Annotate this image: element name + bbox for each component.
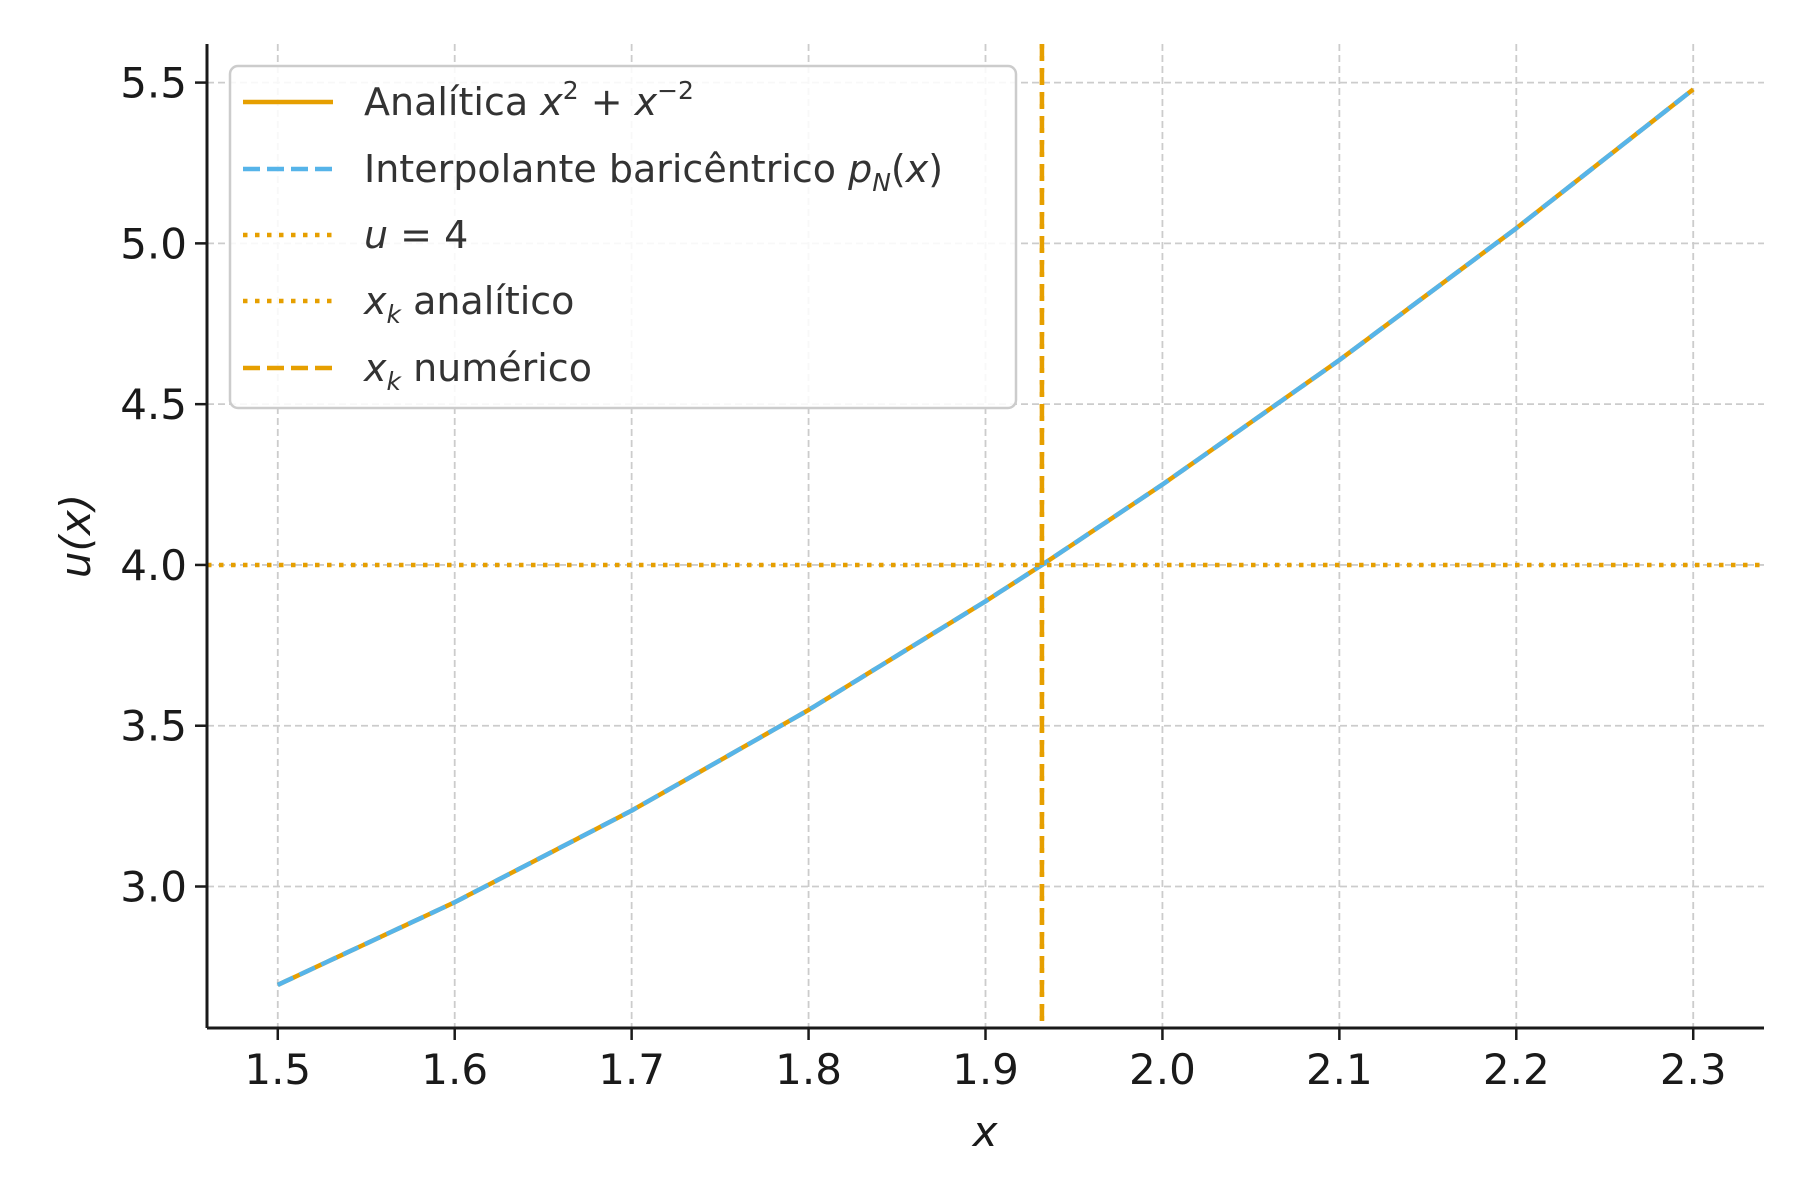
- x-tick-label: 1.7: [598, 1045, 665, 1094]
- legend-suffix-xk-analitico: analítico: [401, 279, 574, 323]
- legend-suffix-xk-numerico: numérico: [401, 346, 592, 390]
- x-tick-label: 1.9: [952, 1045, 1019, 1094]
- y-axis-label: u(x): [51, 494, 100, 578]
- y-tick-label: 4.5: [120, 380, 187, 429]
- x-tick-label: 1.8: [775, 1045, 842, 1094]
- y-tick-label: 3.0: [120, 863, 187, 912]
- legend-frame: [228, 64, 1018, 410]
- axes: [195, 44, 1764, 1040]
- series-layer: [207, 44, 1764, 1028]
- x-tick-label: 2.3: [1660, 1045, 1727, 1094]
- y-tick-label: 5.5: [120, 59, 187, 108]
- y-tick-label: 4.0: [120, 541, 187, 590]
- y-tick-label: 5.0: [120, 219, 187, 268]
- legend-label-xk-analitico: xk analítico: [363, 279, 574, 329]
- x-axis-label: x: [971, 1107, 999, 1156]
- series-line-1: [276, 87, 1695, 987]
- tick-labels: 1.5 1.6 1.7 1.8 1.9 2.0 2.1 2.2 2.3 3.0 3.5 4.0 4.5 5…: [120, 59, 1726, 1094]
- x-tick-label: 2.2: [1483, 1045, 1550, 1094]
- x-tick-label: 2.1: [1306, 1045, 1373, 1094]
- legend-entry-analitica: Analítica x2 + x−2: [243, 76, 694, 124]
- x-tick-label: 1.6: [421, 1045, 488, 1094]
- legend-label-analitica: Analítica x2 + x−2: [364, 76, 694, 124]
- legend-prefix-interpolante: Interpolante baricêntrico: [364, 147, 848, 191]
- x-tick-label: 2.0: [1129, 1045, 1196, 1094]
- legend-prefix-analitica: Analítica: [364, 80, 540, 124]
- legend-label-interpolante: Interpolante baricêntrico pN(x): [364, 147, 943, 197]
- legend-entry-xk-analitico: xk analítico: [243, 279, 574, 329]
- legend-entry-u4: u = 4: [243, 213, 468, 257]
- y-tick-label: 3.5: [120, 702, 187, 751]
- legend-entry-xk-numerico: xk numérico: [243, 346, 592, 396]
- legend-label-u4: u = 4: [364, 213, 468, 257]
- legend-entry-interpolante: Interpolante baricêntrico pN(x): [243, 147, 943, 197]
- legend-label-xk-numerico: xk numérico: [363, 346, 592, 396]
- legend: Analítica x2 + x−2 Interpolante baricênt…: [228, 64, 1018, 410]
- x-tick-label: 1.5: [244, 1045, 311, 1094]
